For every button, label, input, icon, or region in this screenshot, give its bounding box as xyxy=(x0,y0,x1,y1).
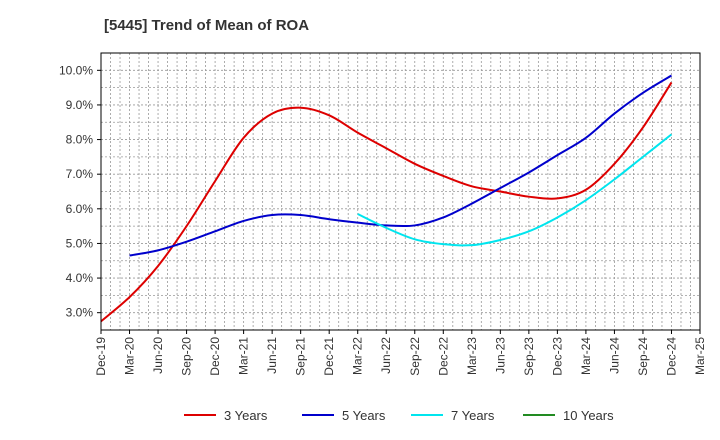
x-tick-label: Mar-20 xyxy=(123,337,137,375)
x-tick-label: Sep-22 xyxy=(408,337,422,376)
y-tick-label: 6.0% xyxy=(66,202,94,216)
x-tick-label: Jun-22 xyxy=(379,337,393,374)
x-tick-label: Mar-25 xyxy=(693,337,707,375)
legend: 3 Years 5 Years 7 Years 10 Years xyxy=(184,408,614,423)
x-tick-label: Dec-24 xyxy=(664,337,678,376)
x-tick-label: Mar-23 xyxy=(465,337,479,375)
series-line-5-years xyxy=(129,74,672,257)
x-tick-label: Dec-22 xyxy=(436,337,450,376)
legend-label-7-years: 7 Years xyxy=(451,408,495,423)
x-tick-label: Jun-23 xyxy=(493,337,507,374)
y-tick-label: 9.0% xyxy=(66,98,94,112)
x-axis-ticks: Dec-19 Mar-20 Jun-20 Sep-20 Dec-20 Mar-21 Jun-… xyxy=(94,330,707,376)
x-tick-label: Dec-19 xyxy=(94,337,108,376)
series-line-3-years xyxy=(100,81,673,323)
x-tick-label: Dec-20 xyxy=(208,337,222,376)
legend-label-5-years: 5 Years xyxy=(342,408,386,423)
y-tick-label: 3.0% xyxy=(66,306,94,320)
series-lines xyxy=(100,74,673,323)
x-tick-label: Jun-20 xyxy=(151,337,165,374)
series-line-7-years xyxy=(357,133,673,247)
chart-title: [5445] Trend of Mean of ROA xyxy=(104,17,309,34)
y-tick-label: 7.0% xyxy=(66,167,94,181)
y-tick-label: 5.0% xyxy=(66,236,94,250)
x-tick-label: Dec-23 xyxy=(550,337,564,376)
x-tick-label: Mar-21 xyxy=(237,337,251,375)
legend-label-3-years: 3 Years xyxy=(224,408,268,423)
x-tick-label: Sep-21 xyxy=(294,337,308,376)
x-tick-label: Dec-21 xyxy=(322,337,336,376)
legend-label-10-years: 10 Years xyxy=(563,408,614,423)
x-tick-label: Sep-23 xyxy=(522,337,536,376)
grid-lines xyxy=(101,53,700,330)
y-tick-label: 8.0% xyxy=(66,133,94,147)
x-tick-label: Jun-21 xyxy=(265,337,279,374)
y-tick-label: 10.0% xyxy=(59,63,93,77)
x-tick-label: Sep-20 xyxy=(180,337,194,376)
x-tick-label: Jun-24 xyxy=(607,337,621,374)
y-tick-label: 4.0% xyxy=(66,271,94,285)
y-axis-ticks: 3.0% 4.0% 5.0% 6.0% 7.0% 8.0% 9.0% 10.0% xyxy=(59,63,101,320)
x-tick-label: Mar-22 xyxy=(351,337,365,375)
plot-area-frame xyxy=(100,52,701,331)
x-tick-label: Mar-24 xyxy=(579,337,593,375)
x-tick-label: Sep-24 xyxy=(636,337,650,376)
